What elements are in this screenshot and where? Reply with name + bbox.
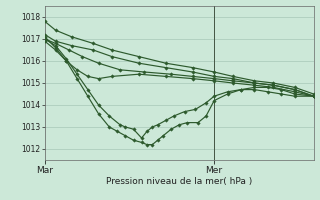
X-axis label: Pression niveau de la mer( hPa ): Pression niveau de la mer( hPa ): [106, 177, 252, 186]
